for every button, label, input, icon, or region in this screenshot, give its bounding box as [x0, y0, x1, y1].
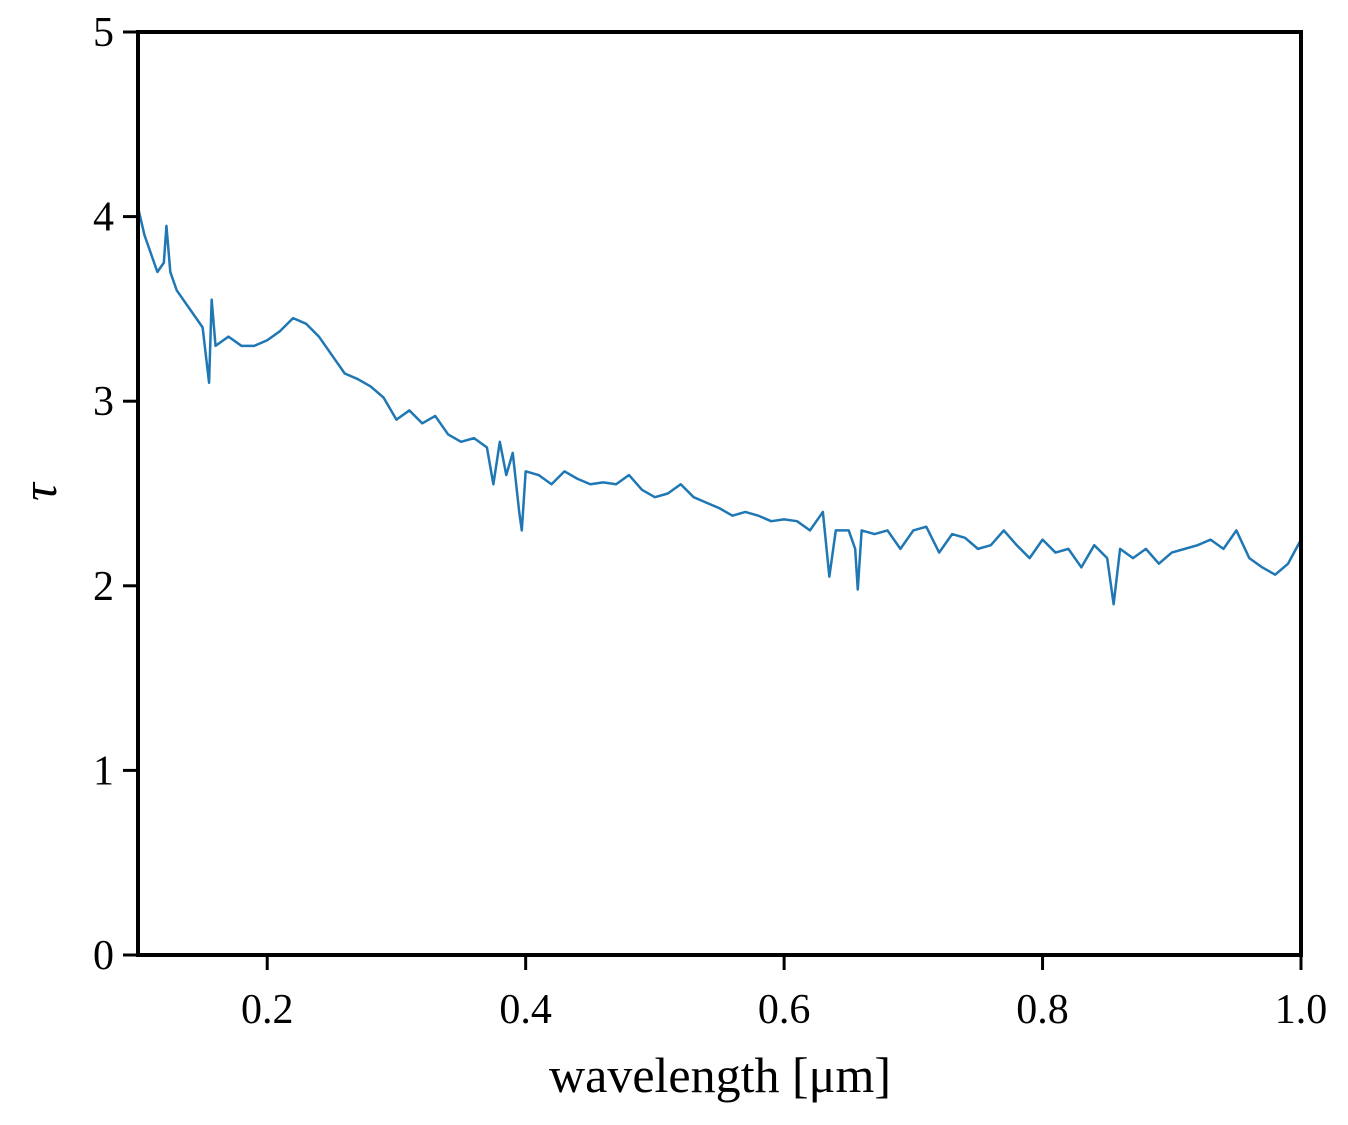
y-tick-label: 0: [93, 933, 114, 979]
y-tick-label: 4: [93, 195, 114, 241]
plot-frame: [136, 30, 1303, 957]
y-tick-label: 1: [93, 748, 114, 794]
x-tick-label: 0.8: [1016, 987, 1069, 1033]
x-axis-label: wavelength [μm]: [549, 1047, 891, 1103]
data-line: [136, 207, 1303, 606]
y-axis-label: τ: [11, 481, 67, 501]
x-tick-label: 0.4: [499, 987, 552, 1033]
y-tick-label: 5: [93, 10, 114, 56]
x-tick-label: 0.2: [241, 987, 294, 1033]
x-tick-label: 1.0: [1275, 987, 1328, 1033]
x-tick-label: 0.6: [758, 987, 811, 1033]
y-tick-label: 3: [93, 379, 114, 425]
y-tick-label: 2: [93, 564, 114, 610]
